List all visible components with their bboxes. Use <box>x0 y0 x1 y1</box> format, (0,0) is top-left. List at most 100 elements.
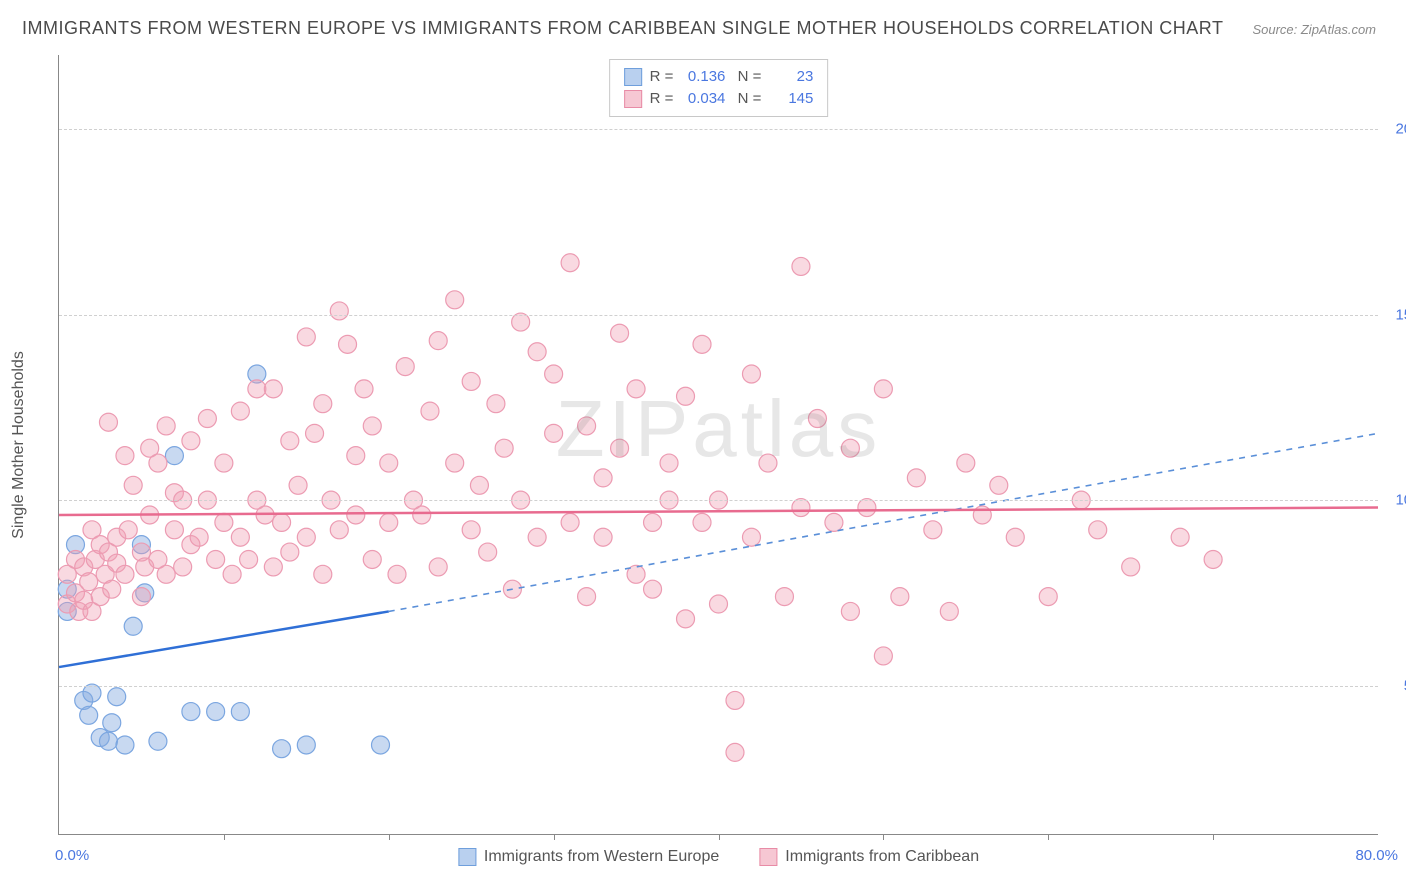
scatter-point <box>627 380 645 398</box>
scatter-point <box>528 528 546 546</box>
scatter-point <box>990 476 1008 494</box>
chart-title: IMMIGRANTS FROM WESTERN EUROPE VS IMMIGR… <box>22 18 1223 39</box>
scatter-point <box>495 439 513 457</box>
scatter-point <box>289 476 307 494</box>
legend-n-label: N = <box>733 66 761 88</box>
scatter-point <box>1122 558 1140 576</box>
scatter-point <box>561 254 579 272</box>
correlation-legend: R = 0.136 N = 23 R = 0.034 N = 145 <box>609 59 829 117</box>
legend-label-1: Immigrants from Caribbean <box>785 848 979 866</box>
scatter-point <box>545 365 563 383</box>
scatter-point <box>297 736 315 754</box>
scatter-point <box>545 424 563 442</box>
scatter-point <box>693 335 711 353</box>
scatter-point <box>116 736 134 754</box>
scatter-point <box>380 454 398 472</box>
scatter-point <box>841 439 859 457</box>
scatter-point <box>297 328 315 346</box>
scatter-point <box>108 688 126 706</box>
trend-line-0 <box>59 611 389 667</box>
legend-r-value-0: 0.136 <box>681 66 725 88</box>
legend-item-1: Immigrants from Caribbean <box>759 848 979 866</box>
scatter-point <box>149 454 167 472</box>
scatter-point <box>446 291 464 309</box>
scatter-point <box>103 714 121 732</box>
legend-swatch-1 <box>624 90 642 108</box>
scatter-point <box>611 324 629 342</box>
scatter-point <box>119 521 137 539</box>
scatter-point <box>281 432 299 450</box>
legend-n-label: N = <box>733 88 761 110</box>
scatter-point <box>396 358 414 376</box>
scatter-point <box>1171 528 1189 546</box>
legend-swatch-bottom-0 <box>458 848 476 866</box>
scatter-point <box>858 499 876 517</box>
scatter-point <box>264 558 282 576</box>
legend-item-0: Immigrants from Western Europe <box>458 848 719 866</box>
scatter-point <box>223 565 241 583</box>
scatter-point <box>1039 588 1057 606</box>
scatter-point <box>594 469 612 487</box>
scatter-point <box>83 684 101 702</box>
scatter-point <box>957 454 975 472</box>
scatter-point <box>940 602 958 620</box>
scatter-point <box>446 454 464 472</box>
scatter-point <box>314 395 332 413</box>
legend-r-value-1: 0.034 <box>681 88 725 110</box>
scatter-point <box>215 454 233 472</box>
xaxis-max-label: 80.0% <box>1355 847 1398 864</box>
scatter-point <box>182 432 200 450</box>
scatter-point <box>825 513 843 531</box>
yaxis-title: Single Mother Households <box>10 351 28 539</box>
scatter-point <box>660 454 678 472</box>
scatter-point <box>248 380 266 398</box>
scatter-point <box>297 528 315 546</box>
xaxis-min-label: 0.0% <box>55 847 89 864</box>
scatter-point <box>470 476 488 494</box>
plot-svg <box>59 55 1378 834</box>
scatter-point <box>330 302 348 320</box>
scatter-point <box>174 558 192 576</box>
scatter-point <box>149 732 167 750</box>
scatter-point <box>281 543 299 561</box>
scatter-point <box>891 588 909 606</box>
scatter-point <box>124 617 142 635</box>
scatter-point <box>99 732 117 750</box>
scatter-point <box>240 550 258 568</box>
scatter-point <box>372 736 390 754</box>
scatter-point <box>215 513 233 531</box>
scatter-point <box>231 703 249 721</box>
scatter-point <box>742 365 760 383</box>
scatter-point <box>330 521 348 539</box>
source-label: Source: ZipAtlas.com <box>1252 22 1376 37</box>
scatter-point <box>487 395 505 413</box>
scatter-point <box>693 513 711 531</box>
scatter-point <box>231 528 249 546</box>
scatter-point <box>80 706 98 724</box>
scatter-point <box>1006 528 1024 546</box>
scatter-point <box>710 595 728 613</box>
scatter-point <box>644 513 662 531</box>
legend-n-value-0: 23 <box>769 66 813 88</box>
legend-row-series-0: R = 0.136 N = 23 <box>624 66 814 88</box>
scatter-point <box>429 332 447 350</box>
scatter-point <box>363 550 381 568</box>
scatter-point <box>578 417 596 435</box>
scatter-point <box>413 506 431 524</box>
scatter-point <box>512 313 530 331</box>
scatter-point <box>462 372 480 390</box>
scatter-point <box>273 740 291 758</box>
scatter-point <box>726 691 744 709</box>
trend-line-0-dash <box>389 433 1378 611</box>
scatter-point <box>314 565 332 583</box>
scatter-point <box>429 558 447 576</box>
scatter-point <box>594 528 612 546</box>
scatter-point <box>347 506 365 524</box>
legend-n-value-1: 145 <box>769 88 813 110</box>
scatter-point <box>116 565 134 583</box>
scatter-point <box>231 402 249 420</box>
scatter-point <box>116 447 134 465</box>
scatter-point <box>578 588 596 606</box>
scatter-point <box>207 703 225 721</box>
ytick-label: 10.0% <box>1384 492 1406 509</box>
